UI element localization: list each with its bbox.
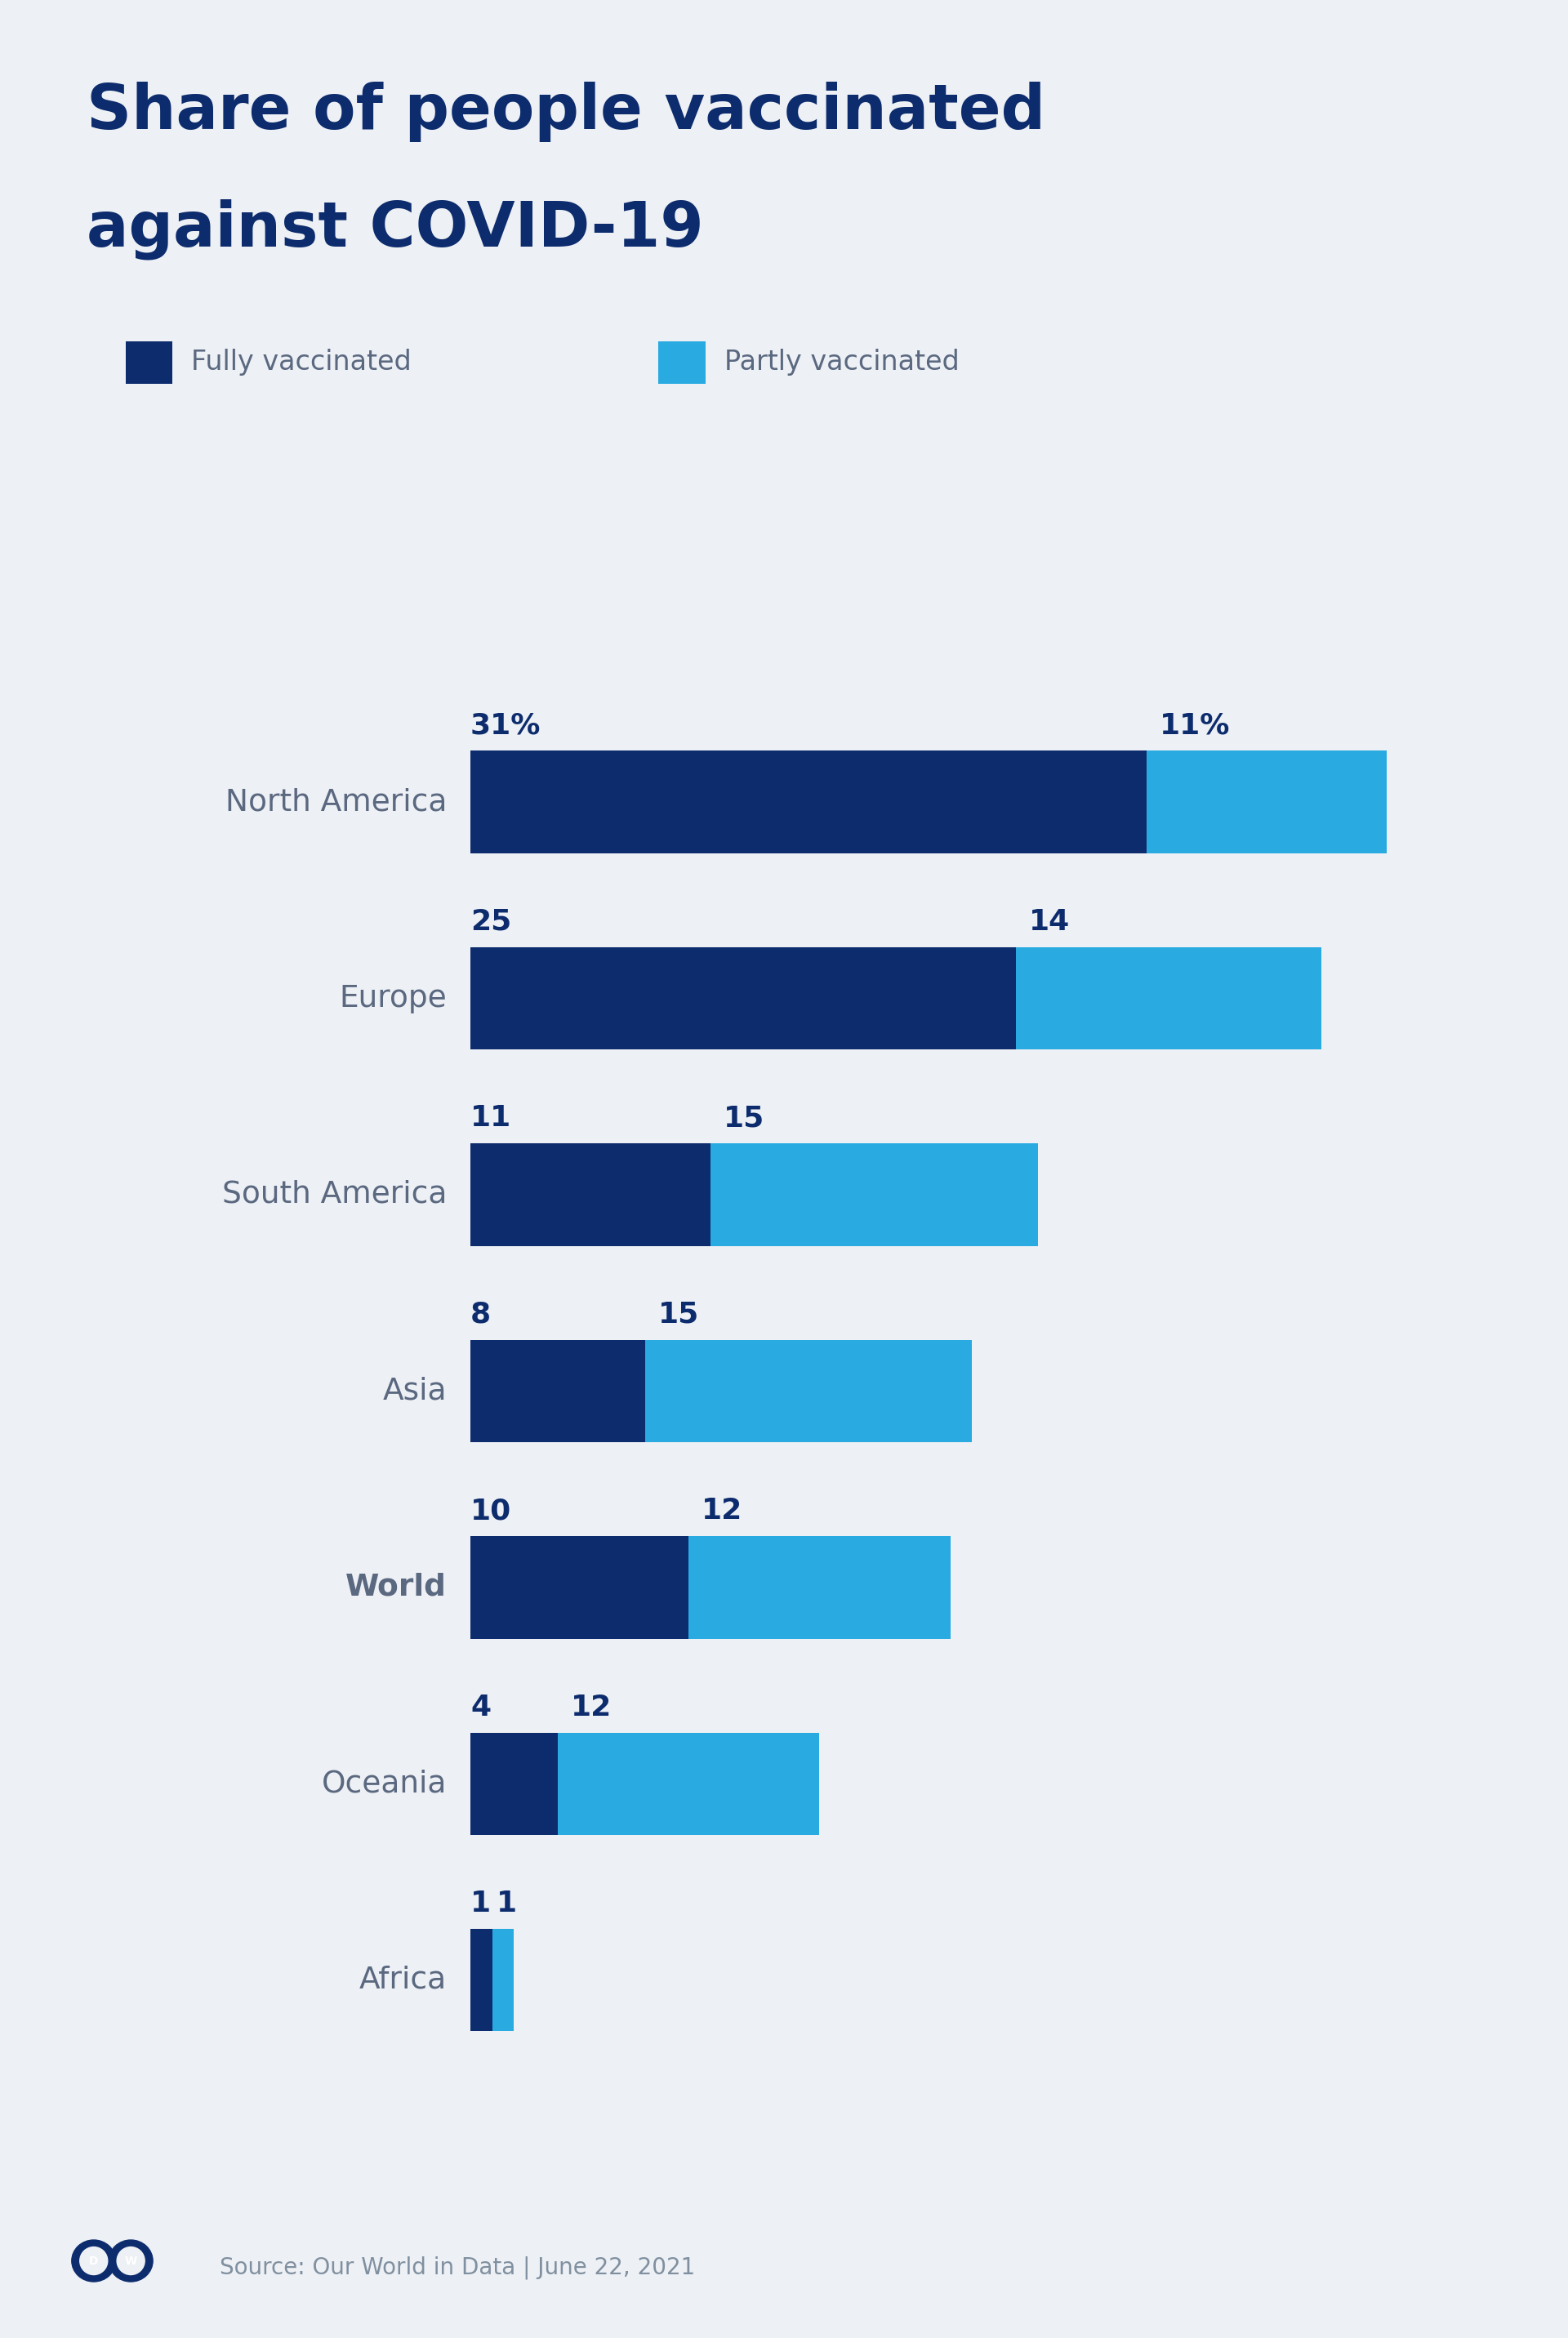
- Text: World: World: [345, 1573, 447, 1602]
- Text: Source: Our World in Data | June 22, 2021: Source: Our World in Data | June 22, 202…: [220, 2256, 695, 2280]
- Bar: [688, 1536, 950, 1639]
- Text: Partly vaccinated: Partly vaccinated: [724, 348, 960, 376]
- Circle shape: [118, 2247, 144, 2275]
- Text: 15: 15: [659, 1300, 699, 1328]
- Text: 31%: 31%: [470, 711, 541, 739]
- Ellipse shape: [108, 2240, 152, 2282]
- Text: 25: 25: [470, 907, 511, 935]
- Bar: [644, 1340, 972, 1443]
- Text: 15: 15: [723, 1104, 765, 1132]
- Text: Oceania: Oceania: [321, 1770, 447, 1798]
- Text: Share of people vaccinated: Share of people vaccinated: [86, 82, 1046, 143]
- Bar: [470, 1536, 688, 1639]
- Bar: [1146, 750, 1386, 853]
- Text: 1: 1: [470, 1889, 491, 1917]
- Text: North America: North America: [226, 788, 447, 816]
- Bar: [558, 1732, 820, 1835]
- Text: 4: 4: [470, 1693, 491, 1721]
- Text: Fully vaccinated: Fully vaccinated: [191, 348, 411, 376]
- Text: against COVID-19: against COVID-19: [86, 199, 704, 260]
- Text: South America: South America: [223, 1181, 447, 1209]
- Bar: [470, 1340, 644, 1443]
- Text: W: W: [124, 2256, 136, 2266]
- Text: 12: 12: [701, 1496, 743, 1524]
- Bar: [470, 750, 1146, 853]
- Bar: [492, 1929, 514, 2032]
- Ellipse shape: [72, 2240, 116, 2282]
- Text: 12: 12: [571, 1693, 612, 1721]
- Text: 11%: 11%: [1160, 711, 1231, 739]
- Text: 1: 1: [497, 1889, 517, 1917]
- Text: 8: 8: [470, 1300, 491, 1328]
- Circle shape: [80, 2247, 108, 2275]
- Bar: [710, 1143, 1038, 1246]
- Bar: [470, 1929, 492, 2032]
- Bar: [470, 1732, 558, 1835]
- Text: Africa: Africa: [359, 1966, 447, 1994]
- Bar: [1016, 947, 1322, 1050]
- Text: Europe: Europe: [339, 984, 447, 1012]
- Text: 11: 11: [470, 1104, 511, 1132]
- Text: 10: 10: [470, 1496, 511, 1524]
- Bar: [470, 1143, 710, 1246]
- Text: Asia: Asia: [383, 1377, 447, 1405]
- Text: D: D: [89, 2256, 99, 2266]
- Text: 14: 14: [1029, 907, 1069, 935]
- Bar: [470, 947, 1016, 1050]
